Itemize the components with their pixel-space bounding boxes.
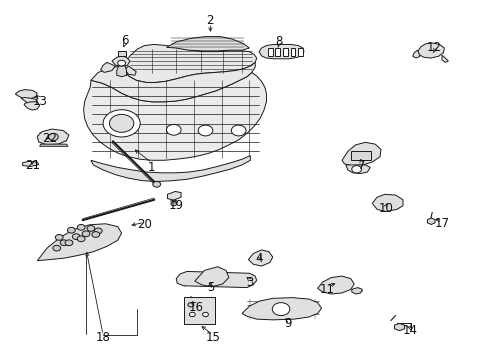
Circle shape (60, 240, 68, 246)
Bar (298, 48, 303, 55)
Circle shape (67, 227, 75, 233)
Circle shape (92, 231, 100, 237)
Circle shape (87, 226, 95, 231)
Polygon shape (112, 56, 130, 67)
Text: 9: 9 (284, 317, 291, 330)
Circle shape (153, 181, 160, 187)
Polygon shape (123, 44, 256, 82)
Text: 17: 17 (434, 216, 448, 230)
Circle shape (94, 228, 102, 234)
Polygon shape (194, 267, 228, 287)
Polygon shape (101, 62, 115, 72)
Polygon shape (259, 44, 304, 59)
Text: 14: 14 (402, 324, 417, 337)
Polygon shape (248, 250, 272, 266)
Polygon shape (21, 98, 37, 105)
Circle shape (82, 231, 90, 237)
Polygon shape (83, 72, 266, 160)
Circle shape (351, 166, 361, 173)
Circle shape (187, 303, 193, 307)
Polygon shape (117, 66, 126, 77)
Circle shape (53, 245, 61, 251)
Bar (275, 48, 280, 55)
Polygon shape (15, 90, 37, 99)
Text: 3: 3 (245, 276, 253, 289)
Polygon shape (24, 102, 40, 110)
Bar (183, 297, 215, 324)
Text: 12: 12 (427, 41, 441, 54)
Polygon shape (37, 224, 122, 261)
Polygon shape (40, 144, 68, 146)
Bar (118, 51, 126, 56)
Bar (283, 48, 287, 55)
Polygon shape (125, 66, 136, 75)
Text: 1: 1 (148, 161, 155, 174)
Polygon shape (37, 129, 69, 145)
Polygon shape (22, 161, 39, 166)
Circle shape (170, 202, 176, 206)
Circle shape (166, 125, 181, 135)
Polygon shape (341, 142, 380, 166)
Bar (290, 48, 295, 55)
Text: 18: 18 (96, 331, 110, 344)
Polygon shape (345, 165, 369, 174)
Polygon shape (351, 288, 362, 294)
Text: 6: 6 (121, 33, 128, 47)
Text: 13: 13 (32, 95, 47, 108)
Polygon shape (167, 192, 181, 200)
Circle shape (198, 125, 212, 136)
Text: 16: 16 (188, 301, 203, 314)
Polygon shape (371, 194, 402, 212)
Circle shape (65, 240, 73, 246)
Polygon shape (317, 276, 353, 294)
Text: 21: 21 (25, 159, 40, 172)
Text: 5: 5 (206, 281, 214, 294)
Text: 11: 11 (319, 283, 334, 296)
Circle shape (118, 60, 125, 66)
Circle shape (272, 303, 289, 316)
Circle shape (55, 234, 63, 240)
Polygon shape (242, 298, 321, 320)
Text: 7: 7 (357, 159, 365, 172)
Text: 4: 4 (255, 252, 263, 265)
Polygon shape (166, 37, 249, 51)
Text: 20: 20 (137, 218, 152, 231)
Circle shape (103, 110, 140, 137)
Polygon shape (394, 323, 404, 330)
Circle shape (231, 125, 245, 136)
Text: 19: 19 (168, 199, 183, 212)
Text: 10: 10 (378, 202, 392, 215)
Circle shape (109, 114, 134, 132)
Circle shape (48, 134, 58, 140)
Circle shape (77, 236, 85, 242)
Text: 15: 15 (205, 331, 220, 344)
Polygon shape (417, 43, 444, 58)
Polygon shape (176, 271, 256, 288)
Polygon shape (412, 50, 419, 58)
Circle shape (77, 225, 85, 230)
Bar (267, 48, 272, 55)
Polygon shape (427, 218, 434, 225)
Text: 22: 22 (42, 132, 57, 145)
Circle shape (202, 312, 208, 317)
Circle shape (72, 234, 80, 239)
Text: 8: 8 (274, 35, 282, 49)
Polygon shape (441, 55, 447, 62)
Bar (350, 151, 370, 160)
Circle shape (189, 312, 195, 317)
Text: 2: 2 (206, 14, 214, 27)
Polygon shape (91, 62, 255, 102)
Polygon shape (91, 156, 250, 181)
